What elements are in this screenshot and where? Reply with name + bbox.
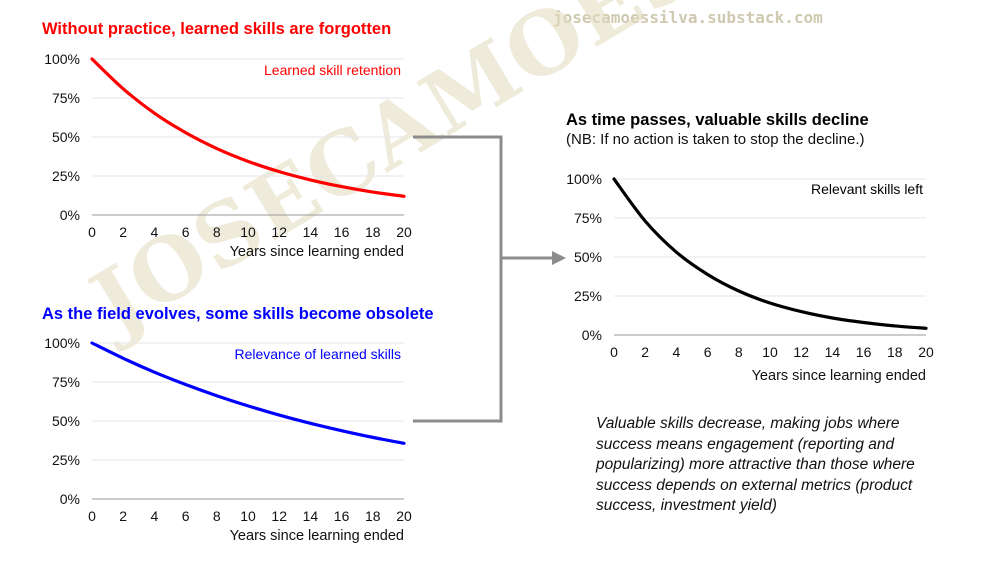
chart1-x-tick-label: 0	[88, 508, 96, 524]
chart2-x-axis-label: Years since learning ended	[752, 368, 926, 384]
chart0-x-tick-label: 10	[240, 224, 256, 240]
chart0-y-tick-label: 25%	[52, 168, 80, 184]
chart1-y-tick-label: 50%	[52, 413, 80, 429]
chart1-y-tick-label: 0%	[60, 491, 80, 507]
chart1-x-tick-label: 2	[119, 508, 127, 524]
chart1-x-tick-label: 18	[365, 508, 381, 524]
chart2-x-tick-label: 12	[793, 344, 809, 360]
chart1-y-tick-label: 100%	[44, 335, 80, 351]
chart0-y-tick-label: 100%	[44, 51, 80, 67]
chart0-x-tick-label: 8	[213, 224, 221, 240]
combined-chart-title: As time passes, valuable skills decline	[566, 111, 869, 129]
chart1-x-axis-label: Years since learning ended	[230, 528, 404, 544]
chart2-x-tick-label: 0	[610, 344, 618, 360]
connector-top-line	[413, 135, 503, 258]
connector-bottom-line	[413, 258, 503, 423]
chart1-x-tick-label: 4	[151, 508, 159, 524]
chart1-x-tick-label: 16	[334, 508, 350, 524]
chart0-x-tick-label: 16	[334, 224, 350, 240]
chart2-x-tick-label: 8	[735, 344, 743, 360]
chart2-x-tick-label: 6	[704, 344, 712, 360]
chart0-x-tick-label: 2	[119, 224, 127, 240]
chart2-x-tick-label: 4	[673, 344, 681, 360]
chart0-x-tick-label: 0	[88, 224, 96, 240]
chart0-y-tick-label: 0%	[60, 207, 80, 223]
chart2-x-tick-label: 2	[641, 344, 649, 360]
watermark-url: josecamoessilva.substack.com	[553, 8, 823, 27]
chart2-y-tick-label: 25%	[574, 288, 602, 304]
chart0-x-tick-label: 20	[396, 224, 412, 240]
chart2-y-tick-label: 50%	[574, 249, 602, 265]
chart1-y-tick-label: 75%	[52, 374, 80, 390]
chart2-legend-label: Relevant skills left	[811, 181, 923, 197]
chart1-x-tick-label: 20	[396, 508, 412, 524]
chart0-x-tick-label: 14	[303, 224, 319, 240]
chart2-x-tick-label: 10	[762, 344, 778, 360]
chart0-legend-label: Learned skill retention	[264, 62, 401, 78]
connector-arrowhead	[552, 251, 566, 265]
chart2-y-tick-label: 100%	[566, 171, 602, 187]
chart2-x-tick-label: 20	[918, 344, 934, 360]
chart1-legend-label: Relevance of learned skills	[234, 346, 401, 362]
chart2-x-tick-label: 16	[856, 344, 872, 360]
chart0-x-tick-label: 12	[271, 224, 287, 240]
chart1-y-tick-label: 25%	[52, 452, 80, 468]
chart2-x-tick-label: 14	[825, 344, 841, 360]
chart2-y-tick-label: 75%	[574, 210, 602, 226]
chart0-x-tick-label: 18	[365, 224, 381, 240]
chart1-x-tick-label: 10	[240, 508, 256, 524]
combined-chart-subtitle: (NB: If no action is taken to stop the d…	[566, 131, 865, 148]
chart1-x-tick-label: 8	[213, 508, 221, 524]
chart1-x-tick-label: 6	[182, 508, 190, 524]
chart0-x-tick-label: 6	[182, 224, 190, 240]
conclusion-text: Valuable skills decrease, making jobs wh…	[596, 415, 915, 514]
chart1-x-tick-label: 12	[271, 508, 287, 524]
chart2-series-line	[612, 177, 928, 330]
relevance-chart-title: As the field evolves, some skills become…	[42, 305, 434, 323]
chart1-x-tick-label: 14	[303, 508, 319, 524]
chart0-y-tick-label: 50%	[52, 129, 80, 145]
chart2-y-tick-label: 0%	[582, 327, 602, 343]
chart0-x-tick-label: 4	[151, 224, 159, 240]
chart0-x-axis-label: Years since learning ended	[230, 244, 404, 260]
chart2-x-tick-label: 18	[887, 344, 903, 360]
chart0-series-line	[90, 57, 406, 198]
chart0-y-tick-label: 75%	[52, 90, 80, 106]
chart1-series-line	[90, 341, 406, 445]
retention-chart-title: Without practice, learned skills are for…	[42, 20, 392, 38]
